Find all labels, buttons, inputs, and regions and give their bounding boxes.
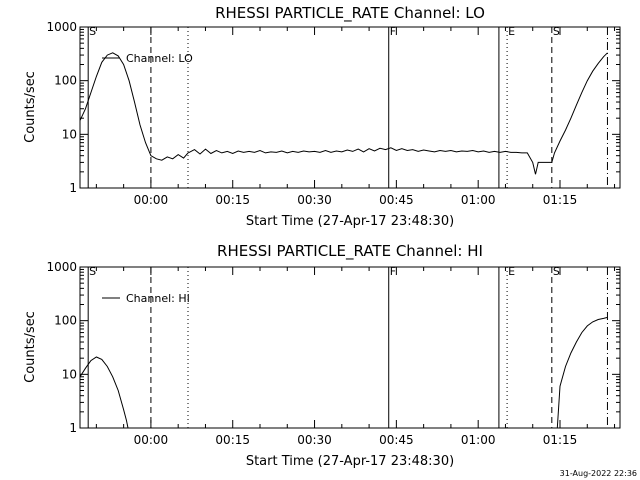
marker-label: S: [553, 25, 560, 38]
marker-label: F: [390, 25, 396, 38]
x-tick-label: 01:15: [543, 433, 578, 447]
footer-timestamp: 31-Aug-2022 22:36: [560, 469, 637, 478]
chart-title: RHESSI PARTICLE_RATE Channel: LO: [215, 4, 485, 23]
x-tick-label: 01:15: [543, 193, 578, 207]
legend-label: Channel: LO: [126, 52, 193, 65]
marker-label: S: [89, 25, 96, 38]
x-tick-label: 01:00: [461, 193, 496, 207]
legend-label: Channel: HI: [126, 292, 190, 305]
y-tick-label: 10: [62, 127, 77, 141]
x-axis-label: Start Time (27-Apr-17 23:48:30): [246, 214, 454, 229]
series-line: [556, 316, 608, 429]
y-tick-label: 1000: [46, 20, 77, 34]
marker-label: S: [89, 265, 96, 278]
x-tick-label: 01:00: [461, 433, 496, 447]
y-axis-label: Counts/sec: [23, 71, 38, 143]
x-tick-label: 00:15: [215, 193, 250, 207]
x-tick-label: 00:15: [215, 433, 250, 447]
marker-label: S: [553, 265, 560, 278]
y-tick-label: 1000: [46, 260, 77, 274]
x-tick-label: 00:45: [379, 193, 414, 207]
x-tick-label: 00:30: [297, 193, 332, 207]
y-tick-label: 10: [62, 367, 77, 381]
plot-frame: [79, 26, 621, 189]
y-tick-label: 1: [69, 421, 77, 435]
series-line: [79, 52, 608, 175]
plot-frame: [79, 266, 621, 429]
marker-label: E: [508, 25, 515, 38]
x-tick-label: 00:30: [297, 433, 332, 447]
y-axis-label: Counts/sec: [23, 311, 38, 383]
marker-label: E: [508, 265, 515, 278]
x-tick-label: 00:00: [134, 193, 169, 207]
x-axis-label: Start Time (27-Apr-17 23:48:30): [246, 454, 454, 469]
chart-title: RHESSI PARTICLE_RATE Channel: HI: [217, 242, 483, 261]
x-tick-label: 00:45: [379, 433, 414, 447]
y-tick-label: 1: [69, 181, 77, 195]
y-tick-label: 100: [54, 314, 77, 328]
panel-hi: RHESSI PARTICLE_RATE Channel: HI Start T…: [23, 242, 621, 469]
x-tick-label: 00:00: [134, 433, 169, 447]
y-tick-label: 100: [54, 74, 77, 88]
panel-lo: RHESSI PARTICLE_RATE Channel: LO Start T…: [23, 4, 621, 229]
marker-label: F: [390, 265, 396, 278]
series-line: [79, 356, 129, 429]
